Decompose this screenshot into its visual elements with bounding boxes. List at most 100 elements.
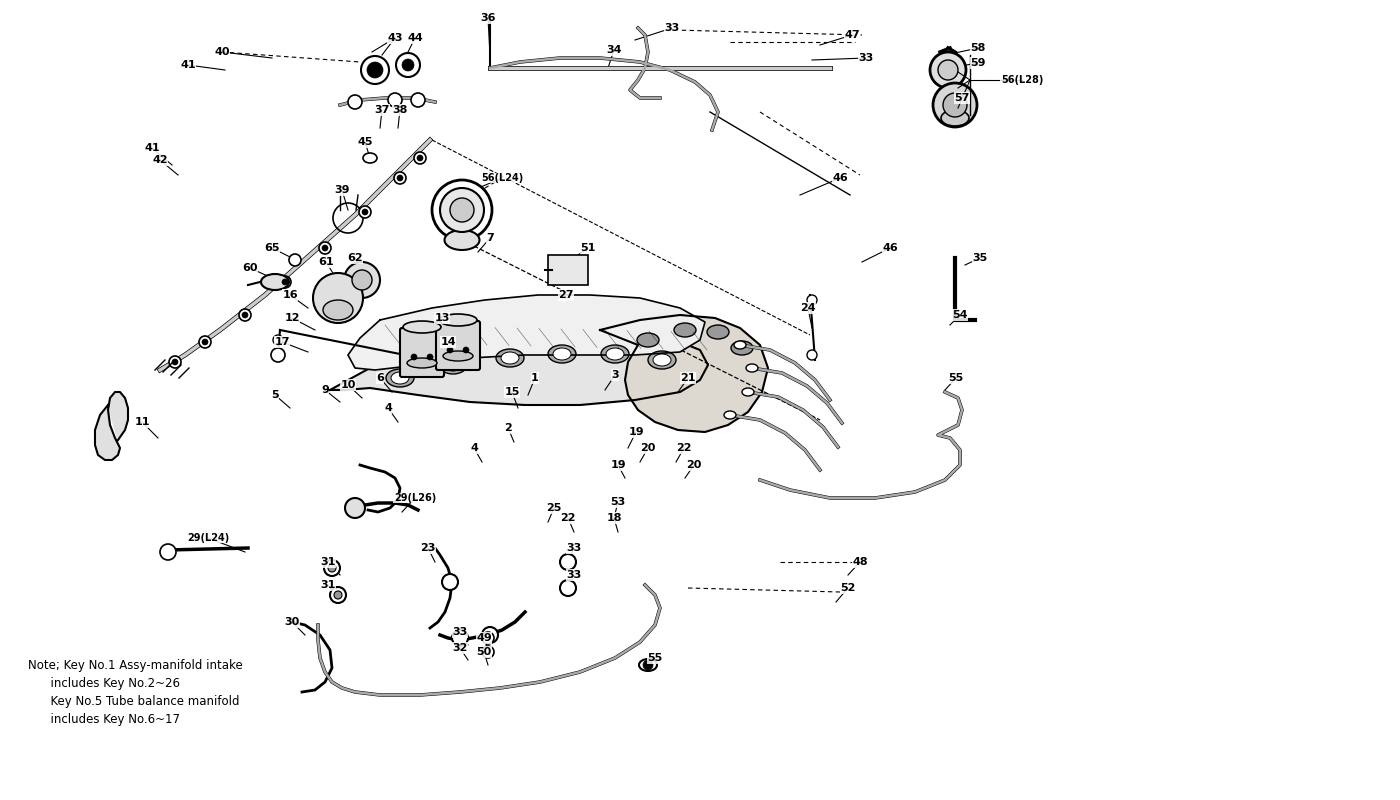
Text: 58: 58 xyxy=(970,43,986,53)
Text: 9: 9 xyxy=(321,385,329,395)
Text: 38: 38 xyxy=(392,105,407,115)
Ellipse shape xyxy=(363,153,377,163)
Text: 33: 33 xyxy=(665,23,679,33)
Ellipse shape xyxy=(734,341,746,349)
Ellipse shape xyxy=(731,341,753,355)
Text: 62: 62 xyxy=(347,253,363,263)
Text: 22: 22 xyxy=(560,513,575,523)
Circle shape xyxy=(932,83,977,127)
Text: 33: 33 xyxy=(567,570,581,580)
Text: 61: 61 xyxy=(318,257,333,267)
Ellipse shape xyxy=(260,274,288,290)
Ellipse shape xyxy=(496,349,524,367)
Text: 6: 6 xyxy=(377,373,384,383)
Circle shape xyxy=(281,279,288,285)
Circle shape xyxy=(938,60,958,80)
Ellipse shape xyxy=(440,356,468,374)
Circle shape xyxy=(944,93,967,117)
Text: 35: 35 xyxy=(973,253,987,263)
Circle shape xyxy=(482,627,498,643)
Text: 52: 52 xyxy=(840,583,855,593)
Text: 27: 27 xyxy=(559,290,574,300)
Circle shape xyxy=(349,95,363,109)
Text: 31: 31 xyxy=(321,557,336,567)
Ellipse shape xyxy=(601,345,629,363)
Text: 48: 48 xyxy=(853,557,868,567)
Circle shape xyxy=(396,53,420,77)
Ellipse shape xyxy=(746,364,757,372)
Circle shape xyxy=(358,206,371,218)
Circle shape xyxy=(643,660,652,670)
Circle shape xyxy=(447,347,454,353)
Circle shape xyxy=(433,180,491,240)
Circle shape xyxy=(367,62,384,78)
Circle shape xyxy=(319,242,330,254)
Circle shape xyxy=(242,312,248,318)
Text: 14: 14 xyxy=(440,337,456,347)
Text: 43: 43 xyxy=(388,33,403,43)
Text: 53: 53 xyxy=(610,497,626,507)
Circle shape xyxy=(288,254,301,266)
Circle shape xyxy=(344,262,379,298)
Polygon shape xyxy=(601,315,769,432)
Circle shape xyxy=(323,560,340,576)
Ellipse shape xyxy=(323,300,353,320)
Text: 25: 25 xyxy=(546,503,561,513)
Circle shape xyxy=(452,630,468,646)
Circle shape xyxy=(412,93,426,107)
Text: 33: 33 xyxy=(858,53,874,63)
Text: 57: 57 xyxy=(955,93,970,103)
Ellipse shape xyxy=(501,352,519,364)
Text: 56(L28): 56(L28) xyxy=(1001,75,1043,85)
Ellipse shape xyxy=(637,333,659,347)
Circle shape xyxy=(344,498,365,518)
Text: 18: 18 xyxy=(606,513,622,523)
Text: 46: 46 xyxy=(882,243,897,253)
Ellipse shape xyxy=(403,321,441,333)
Ellipse shape xyxy=(673,323,696,337)
Text: 41: 41 xyxy=(144,143,160,153)
Text: 34: 34 xyxy=(606,45,622,55)
Text: 1: 1 xyxy=(531,373,539,383)
Text: 44: 44 xyxy=(407,33,423,43)
Ellipse shape xyxy=(391,372,409,384)
Ellipse shape xyxy=(445,230,479,250)
Circle shape xyxy=(442,574,458,590)
Circle shape xyxy=(273,335,283,345)
Circle shape xyxy=(560,580,575,596)
Text: 50: 50 xyxy=(476,647,491,657)
Text: 60: 60 xyxy=(242,263,258,273)
Circle shape xyxy=(202,339,209,345)
Text: 23: 23 xyxy=(420,543,435,553)
Ellipse shape xyxy=(707,325,729,339)
Circle shape xyxy=(806,350,818,360)
Circle shape xyxy=(272,348,286,362)
Circle shape xyxy=(412,354,417,360)
Circle shape xyxy=(330,587,346,603)
Text: 47: 47 xyxy=(844,30,860,40)
Text: 29(L26): 29(L26) xyxy=(393,493,437,503)
Text: 46: 46 xyxy=(832,173,848,183)
Text: 19: 19 xyxy=(610,460,626,470)
Text: 17: 17 xyxy=(274,337,290,347)
Text: 36: 36 xyxy=(480,13,496,23)
Circle shape xyxy=(482,646,494,658)
Text: 65: 65 xyxy=(265,243,280,253)
Text: 40: 40 xyxy=(214,47,230,57)
Ellipse shape xyxy=(442,351,473,361)
Ellipse shape xyxy=(547,345,575,363)
Circle shape xyxy=(449,198,475,222)
Text: 32: 32 xyxy=(452,643,468,653)
Text: 56(L24): 56(L24) xyxy=(480,173,524,183)
Circle shape xyxy=(314,273,363,323)
Circle shape xyxy=(560,554,575,570)
Circle shape xyxy=(414,152,426,164)
Text: includes Key No.2~26: includes Key No.2~26 xyxy=(28,677,181,690)
Text: 29(L24): 29(L24) xyxy=(186,533,230,543)
Circle shape xyxy=(393,172,406,184)
Circle shape xyxy=(402,59,414,71)
Ellipse shape xyxy=(648,351,676,369)
Text: 20: 20 xyxy=(686,460,701,470)
Ellipse shape xyxy=(553,348,571,360)
Text: 37: 37 xyxy=(374,105,389,115)
